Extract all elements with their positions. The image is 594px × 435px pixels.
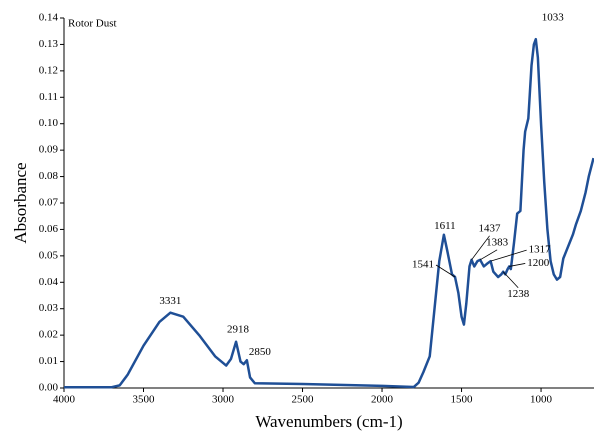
annotation: 1238 xyxy=(507,288,530,300)
annotation-leader xyxy=(509,263,526,267)
y-tick-label: 0.07 xyxy=(39,197,59,209)
x-tick-label: 4000 xyxy=(53,394,76,406)
x-tick-label: 1000 xyxy=(530,394,553,406)
annotation: 1541 xyxy=(412,259,434,271)
annotation: 1317 xyxy=(529,244,552,256)
spectrum-line xyxy=(64,37,594,389)
y-tick-label: 0.10 xyxy=(39,117,59,129)
chart-title: Rotor Dust xyxy=(68,18,117,30)
annotation: 2918 xyxy=(227,323,250,335)
y-axis-title: Absorbance xyxy=(11,162,30,243)
annotation-leader xyxy=(479,249,498,261)
x-tick-label: 2500 xyxy=(292,394,315,406)
y-tick-label: 0.12 xyxy=(39,64,58,76)
y-tick-label: 0.08 xyxy=(39,170,59,182)
y-tick-label: 0.11 xyxy=(39,91,58,103)
y-tick-label: 0.14 xyxy=(39,12,59,24)
annotation: 1200 xyxy=(527,257,550,269)
x-axis-title: Wavenumbers (cm-1) xyxy=(255,412,402,431)
annotation: 1383 xyxy=(486,236,509,248)
y-tick-label: 0.03 xyxy=(39,302,59,314)
annotation-leader xyxy=(471,235,490,261)
y-tick-label: 0.06 xyxy=(39,223,59,235)
annotation-leader xyxy=(502,271,519,288)
y-tick-label: 0.01 xyxy=(39,355,58,367)
x-tick-label: 2000 xyxy=(371,394,394,406)
y-tick-label: 0.04 xyxy=(39,276,59,288)
x-tick-label: 3500 xyxy=(133,394,156,406)
annotation-leader xyxy=(490,249,527,262)
x-tick-label: 1500 xyxy=(451,394,474,406)
annotation: 1033 xyxy=(542,12,565,24)
y-tick-label: 0.13 xyxy=(39,38,59,50)
annotation: 2850 xyxy=(249,346,272,358)
annotation: 1611 xyxy=(434,220,456,232)
annotation: 1437 xyxy=(479,222,502,234)
x-tick-label: 3000 xyxy=(212,394,235,406)
y-tick-label: 0.05 xyxy=(39,249,59,261)
y-tick-label: 0.00 xyxy=(39,382,59,394)
annotation-leader xyxy=(435,264,456,278)
y-tick-label: 0.02 xyxy=(39,329,58,341)
annotation: 3331 xyxy=(159,295,181,307)
y-tick-label: 0.09 xyxy=(39,144,59,156)
